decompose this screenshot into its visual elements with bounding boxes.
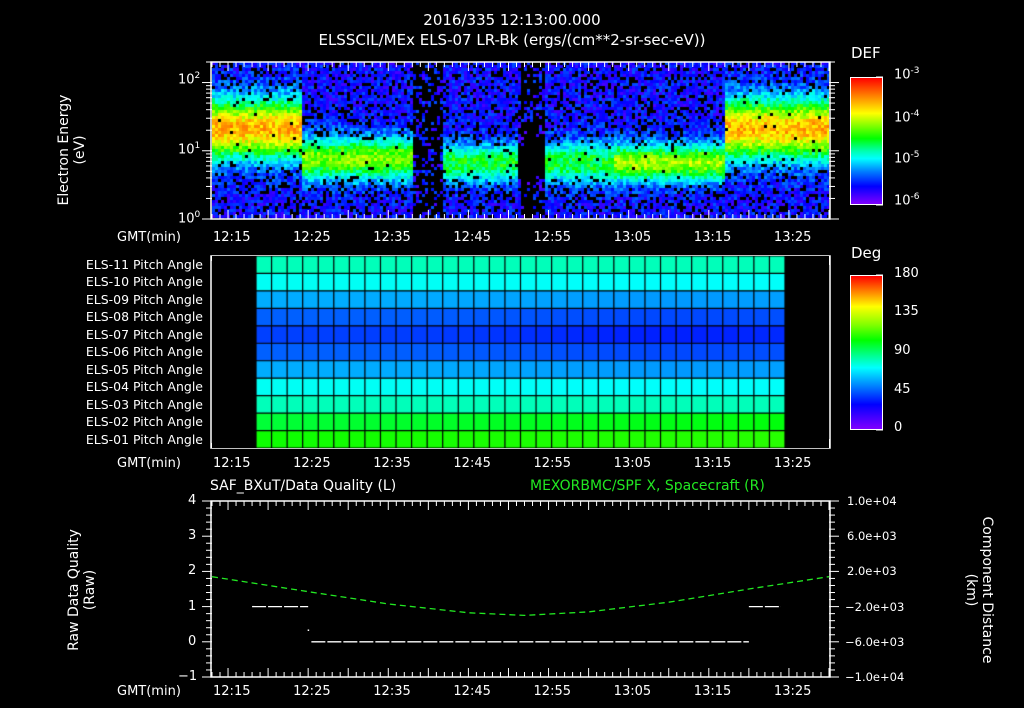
pitch-angle-row-label: ELS-07 Pitch Angle bbox=[85, 326, 203, 342]
quality-xtick: 12:25 bbox=[293, 684, 331, 699]
pitch-angle-xtick: 12:15 bbox=[213, 456, 251, 471]
deg-tick-90: 90 bbox=[894, 343, 911, 358]
quality-xtick: 13:15 bbox=[693, 684, 732, 699]
quality-right-title: MEXORBMC/SPF X, Spacecraft (R) bbox=[530, 478, 765, 494]
quality-ytick-right: 1.0e+04 bbox=[847, 494, 897, 508]
pitch-angle-xtick: 12:55 bbox=[533, 456, 571, 471]
pitch-angle-row-label: ELS-11 Pitch Angle bbox=[85, 257, 203, 272]
plot-subtitle: ELSSCIL/MEx ELS-07 LR-Bk (ergs/(cm**2-sr… bbox=[318, 31, 706, 49]
pitch-angle-row-label: ELS-02 Pitch Angle bbox=[85, 414, 203, 430]
pitch-angle-row-label: ELS-08 Pitch Angle bbox=[85, 309, 203, 325]
quality-xtick: 13:05 bbox=[613, 684, 652, 699]
pitch-angle-xtick: 13:25 bbox=[773, 456, 812, 471]
quality-xtick: 12:15 bbox=[213, 684, 251, 699]
pitch-angle-row-label: ELS-10 Pitch Angle bbox=[85, 274, 203, 290]
deg-tick-0: 0 bbox=[894, 420, 903, 435]
quality-ytick-left: 0 bbox=[188, 633, 197, 649]
def-colorbar bbox=[850, 77, 883, 205]
quality-left-title: SAF_BXuT/Data Quality (L) bbox=[210, 478, 397, 494]
spectrogram-xtick: 12:55 bbox=[533, 230, 571, 245]
spectrogram-xtick: 12:25 bbox=[293, 230, 331, 245]
quality-ytick-right: −1.0e+04 bbox=[845, 670, 905, 684]
pitch-angle-row-label: ELS-04 Pitch Angle bbox=[85, 379, 203, 395]
pitch-angle-xlabel: GMT(min) bbox=[117, 456, 181, 471]
deg-colorbar-title: Deg bbox=[851, 244, 882, 262]
pitch-angle-row-label: ELS-06 Pitch Angle bbox=[85, 344, 203, 360]
quality-ytick-right: −6.0e+03 bbox=[845, 634, 905, 649]
def-tick-1e-3: 10-3 bbox=[894, 66, 920, 83]
pitch-angle-row-label: ELS-03 Pitch Angle bbox=[85, 396, 203, 412]
spectrogram-xtick: 12:35 bbox=[373, 230, 411, 245]
quality-xtick: 12:45 bbox=[453, 684, 491, 699]
deg-colorbar bbox=[850, 275, 883, 430]
quality-xlabel: GMT(min) bbox=[117, 684, 181, 699]
pitch-angle-row-label: ELS-01 Pitch Angle bbox=[85, 431, 203, 447]
plot-timestamp: 2016/335 12:13:00.000 bbox=[423, 11, 601, 29]
quality-xtick: 12:55 bbox=[533, 684, 571, 699]
pitch-angle-xtick: 12:45 bbox=[453, 456, 491, 471]
quality-xtick: 13:25 bbox=[773, 684, 812, 699]
quality-ytick-right: −2.0e+03 bbox=[845, 599, 905, 614]
spectrogram-xtick: 12:15 bbox=[213, 230, 251, 245]
pitch-angle-row-label: ELS-05 Pitch Angle bbox=[85, 361, 203, 377]
def-tick-1e-5: 10-5 bbox=[894, 150, 920, 167]
pitch-angle-xtick: 13:05 bbox=[613, 456, 652, 471]
spectrogram-xtick: 13:25 bbox=[773, 230, 812, 245]
deg-tick-45: 45 bbox=[894, 382, 911, 397]
spectrogram-xtick: 13:15 bbox=[693, 230, 732, 245]
quality-ytick-left: 1 bbox=[188, 598, 197, 614]
pitch-angle-xtick: 12:25 bbox=[293, 456, 331, 471]
quality-ytick-left: 3 bbox=[188, 528, 197, 544]
spectrogram-xtick: 12:45 bbox=[453, 230, 491, 245]
quality-ytick-left: 4 bbox=[188, 493, 197, 508]
deg-tick-180: 180 bbox=[894, 266, 919, 281]
quality-ytick-left: 2 bbox=[188, 563, 197, 579]
def-tick-1e-6: 10-6 bbox=[894, 192, 920, 209]
spectrogram-ytick-1: 100 bbox=[178, 210, 201, 227]
quality-ytick-right: 2.0e+03 bbox=[847, 564, 897, 579]
quality-ytick-left: −1 bbox=[178, 669, 198, 684]
pitch-angle-xtick: 12:35 bbox=[373, 456, 411, 471]
pitch-angle-plot[interactable] bbox=[212, 256, 829, 448]
deg-tick-135: 135 bbox=[894, 304, 919, 319]
spectrogram-xtick: 13:05 bbox=[613, 230, 652, 245]
def-colorbar-title: DEF bbox=[851, 44, 881, 62]
def-tick-1e-4: 10-4 bbox=[894, 109, 920, 126]
spectrogram-xlabel: GMT(min) bbox=[117, 230, 181, 245]
spectrogram-ytick-100: 102 bbox=[178, 71, 201, 88]
pitch-angle-xtick: 13:15 bbox=[693, 456, 732, 471]
spectrogram-ytick-10: 101 bbox=[178, 141, 201, 158]
quality-xtick: 12:35 bbox=[373, 684, 411, 699]
quality-ytick-right: 6.0e+03 bbox=[847, 529, 897, 544]
pitch-angle-row-label: ELS-09 Pitch Angle bbox=[85, 291, 203, 307]
